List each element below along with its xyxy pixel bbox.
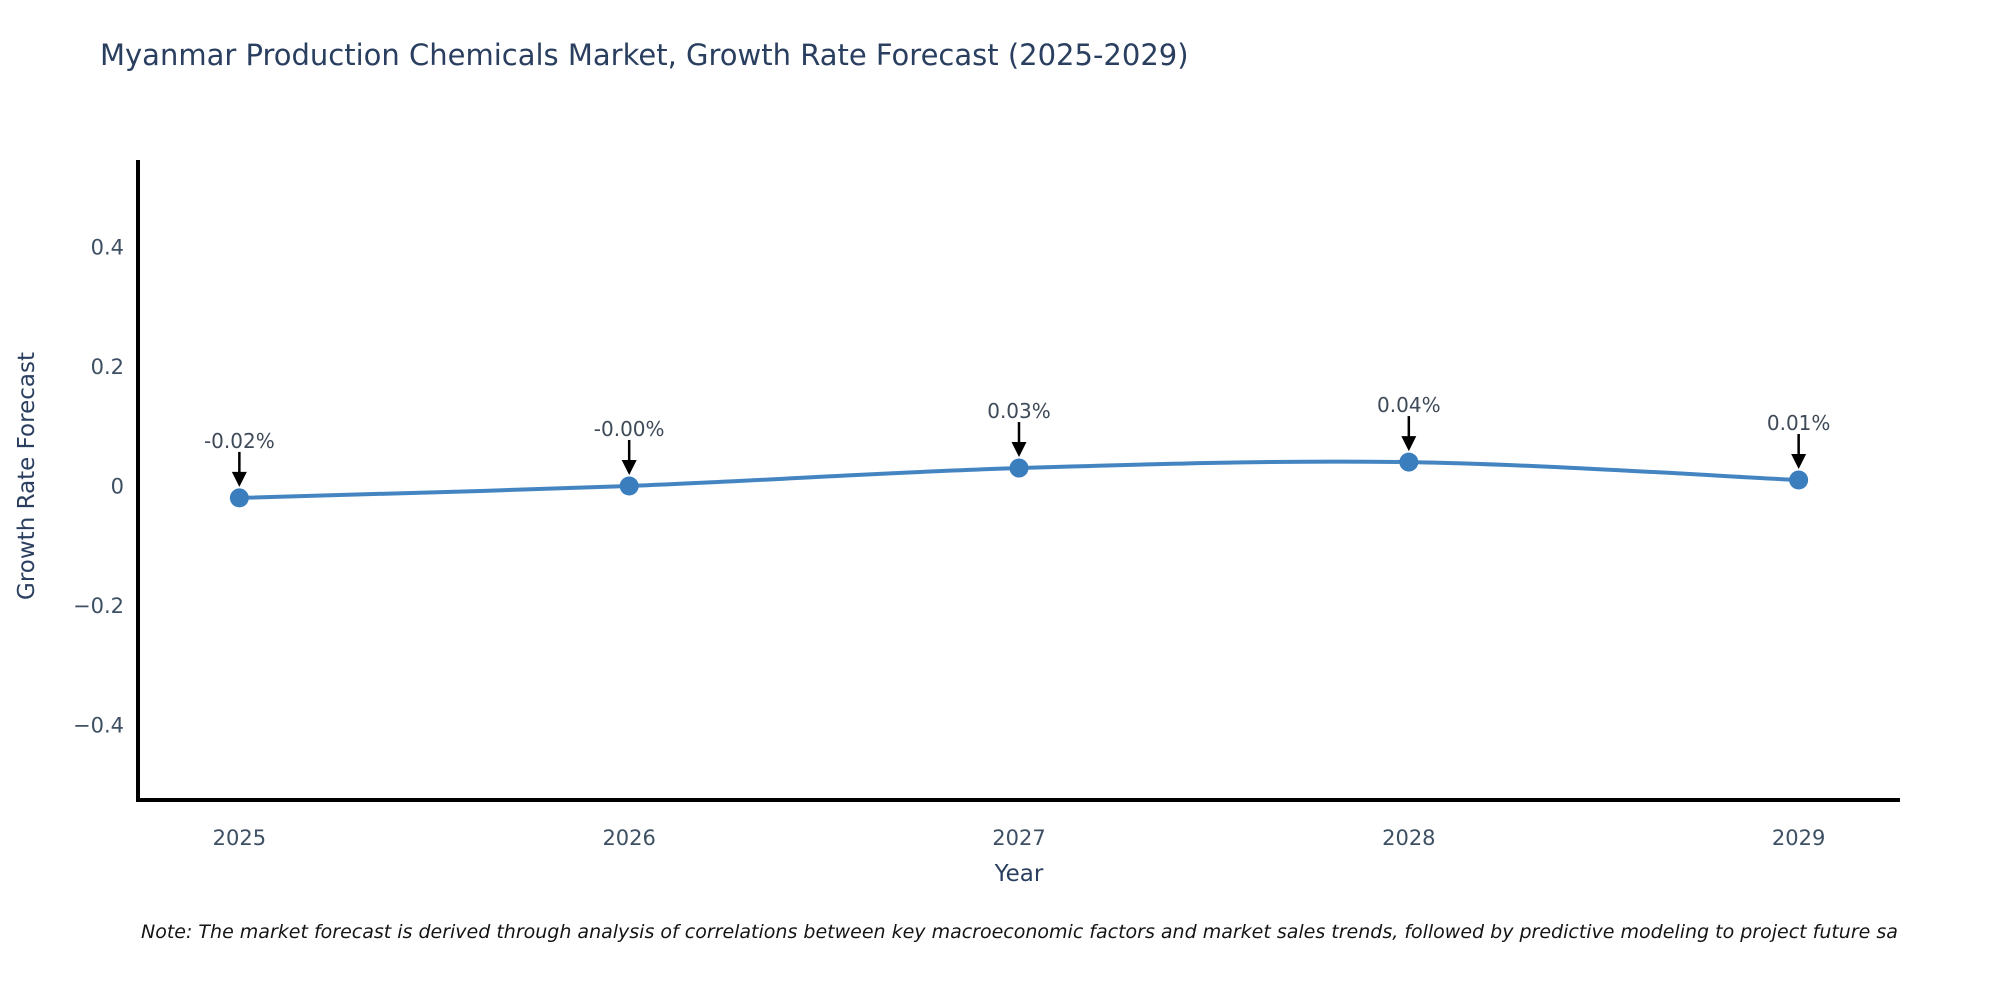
x-tick-label: 2025 [213, 826, 266, 850]
x-tick-label: 2029 [1772, 826, 1825, 850]
point-annotation-label: 0.01% [1767, 411, 1831, 435]
annotation-arrow-head [231, 471, 247, 487]
data-point-2027[interactable] [1009, 458, 1029, 478]
annotation-arrow-head [621, 459, 637, 475]
y-tick-label: −0.2 [73, 594, 124, 618]
x-axis-title: Year [994, 861, 1044, 887]
data-point-2026[interactable] [619, 476, 639, 496]
annotation-arrow-head [1401, 436, 1417, 452]
x-tick-label: 2027 [992, 826, 1045, 850]
y-tick-label: −0.4 [73, 713, 124, 737]
y-tick-label: 0.4 [91, 236, 124, 260]
annotation-arrow-head [1791, 454, 1807, 469]
data-point-2025[interactable] [229, 488, 249, 508]
point-annotation-label: 0.03% [987, 399, 1051, 423]
x-tick-label: 2026 [602, 826, 655, 850]
x-tick-label: 2028 [1382, 826, 1435, 850]
annotation-arrow-head [1011, 442, 1027, 458]
point-annotation-label: -0.02% [204, 429, 275, 453]
data-point-2029[interactable] [1789, 470, 1809, 490]
data-point-2028[interactable] [1399, 452, 1419, 472]
y-tick-label: 0.2 [91, 355, 124, 379]
y-tick-label: 0 [111, 474, 124, 498]
chart-title: Myanmar Production Chemicals Market, Gro… [100, 38, 1189, 72]
footnote: Note: The market forecast is derived thr… [141, 921, 1898, 943]
point-annotation-label: -0.00% [594, 417, 665, 441]
point-annotation-label: 0.04% [1377, 393, 1441, 417]
